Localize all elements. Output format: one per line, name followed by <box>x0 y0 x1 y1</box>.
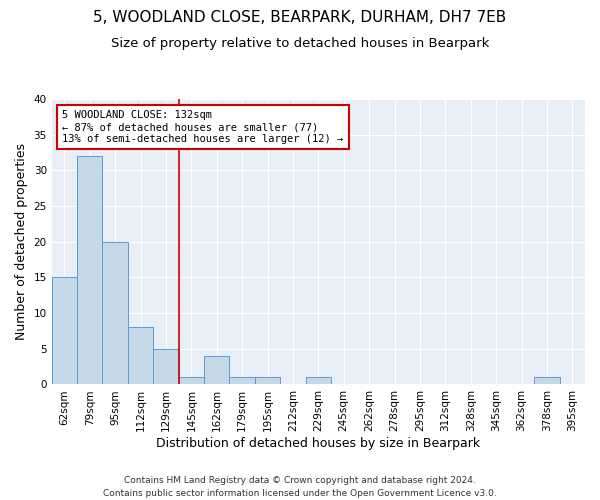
Text: 5 WOODLAND CLOSE: 132sqm
← 87% of detached houses are smaller (77)
13% of semi-d: 5 WOODLAND CLOSE: 132sqm ← 87% of detach… <box>62 110 344 144</box>
Bar <box>153 349 179 384</box>
Bar <box>103 242 128 384</box>
Text: 5, WOODLAND CLOSE, BEARPARK, DURHAM, DH7 7EB: 5, WOODLAND CLOSE, BEARPARK, DURHAM, DH7… <box>94 10 506 25</box>
Bar <box>179 378 204 384</box>
Bar <box>204 356 229 384</box>
Bar <box>305 378 331 384</box>
X-axis label: Distribution of detached houses by size in Bearpark: Distribution of detached houses by size … <box>156 437 481 450</box>
Bar <box>128 328 153 384</box>
Y-axis label: Number of detached properties: Number of detached properties <box>15 143 28 340</box>
Bar <box>534 378 560 384</box>
Bar <box>255 378 280 384</box>
Bar <box>52 278 77 384</box>
Bar <box>77 156 103 384</box>
Text: Size of property relative to detached houses in Bearpark: Size of property relative to detached ho… <box>111 38 489 51</box>
Text: Contains HM Land Registry data © Crown copyright and database right 2024.
Contai: Contains HM Land Registry data © Crown c… <box>103 476 497 498</box>
Bar <box>229 378 255 384</box>
